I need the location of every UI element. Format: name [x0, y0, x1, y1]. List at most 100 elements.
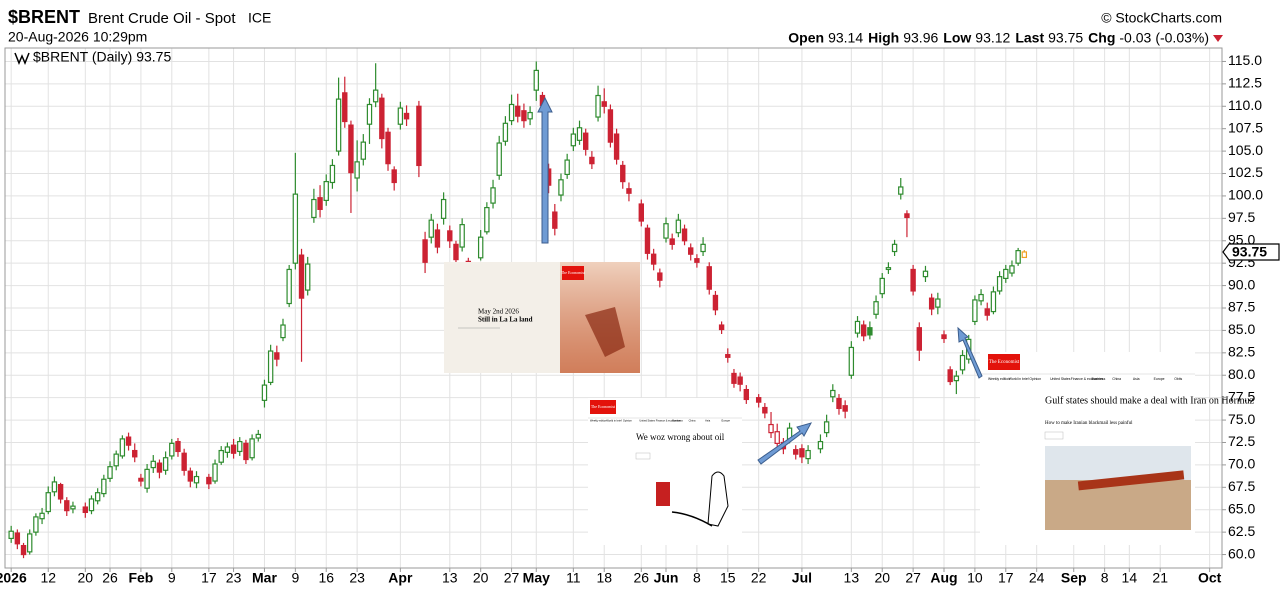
candle-body: [323, 180, 329, 202]
y-tick-label: 107.5: [1228, 119, 1263, 135]
x-tick-label: 17: [201, 570, 217, 586]
brand: The Economist: [989, 360, 1020, 365]
brand-logo: [590, 400, 616, 414]
nav-item: Finance & economics: [656, 419, 681, 423]
candle-body: [755, 397, 762, 403]
candle-body: [576, 127, 583, 141]
candle-body: [675, 219, 682, 234]
candle-body: [132, 449, 138, 458]
candle-body: [873, 301, 879, 315]
down-arrow-icon: [1213, 35, 1223, 42]
candle-body: [620, 164, 626, 183]
candle-body: [51, 481, 58, 493]
instrument-name: Brent Crude Oil - Spot: [88, 10, 236, 27]
candle-body: [799, 448, 805, 458]
candle-body: [996, 276, 1003, 292]
nav-item: Opinion: [623, 419, 632, 423]
candle-body: [990, 291, 997, 313]
y-tick-label: 90.0: [1228, 276, 1255, 292]
x-tick-label: 22: [751, 570, 767, 586]
candle-body: [823, 421, 830, 434]
candle-body: [842, 405, 848, 412]
brand: The Economist: [591, 404, 616, 409]
candle-body: [607, 109, 614, 143]
candle-body: [70, 505, 76, 510]
nav-item: World in brief: [606, 419, 622, 423]
x-tick-label: 11: [566, 570, 581, 586]
candle-body: [64, 500, 70, 512]
candle-body: [249, 438, 255, 459]
candle-body: [613, 133, 620, 160]
candle-body: [175, 440, 181, 453]
x-tick-label: 12: [40, 570, 56, 586]
candle-body: [601, 101, 607, 107]
candle-body: [737, 376, 743, 385]
candle-body: [212, 463, 218, 482]
y-tick-label: 115.0: [1228, 52, 1262, 68]
candle-body: [156, 462, 163, 473]
headline: Gulf states should make a deal with Iran…: [1045, 395, 1255, 406]
candle-body: [941, 334, 947, 340]
headline: We woz wrong about oil: [636, 432, 725, 442]
candle-body: [113, 453, 119, 467]
headline: Still in La La land: [478, 316, 533, 324]
quote-value: 93.12: [975, 30, 1010, 46]
arrow: [957, 326, 983, 379]
article-bg: [588, 398, 742, 545]
candle-body: [490, 187, 496, 204]
candle-body: [422, 239, 428, 263]
legend: $BRENT (Daily) 93.75: [33, 49, 171, 65]
candle-body: [959, 354, 966, 371]
x-tick-label: Apr: [388, 570, 413, 586]
candle-body: [496, 142, 502, 176]
candle-body: [218, 449, 224, 463]
quote-value: 93.96: [903, 30, 938, 46]
x-tick-label: Oct: [1198, 570, 1222, 586]
x-tick-label: 27: [504, 570, 520, 586]
candle-body: [317, 197, 323, 210]
candle-body: [718, 324, 725, 331]
candle-body: [286, 268, 292, 305]
candle-body: [867, 327, 873, 336]
economist-article-oil: The Economist Weekly edition World in bri…: [588, 398, 742, 545]
candle-body: [650, 253, 657, 265]
y-tick-label: 87.5: [1228, 299, 1255, 315]
quote-label: Low: [943, 30, 971, 46]
candle-body: [527, 111, 533, 120]
candle-body: [935, 298, 941, 308]
candle-body: [768, 423, 774, 434]
candle-body: [694, 258, 700, 263]
candle-body: [891, 243, 898, 253]
x-tick-label: Feb: [128, 570, 153, 586]
candle-body: [14, 532, 21, 545]
y-tick-label: 72.5: [1228, 433, 1255, 449]
x-tick-label: 9: [291, 570, 299, 586]
x-tick-label: Mar: [252, 570, 277, 586]
candle-body: [663, 223, 669, 239]
candle-body: [904, 213, 910, 219]
x-tick-label: 13: [844, 570, 860, 586]
candle-body: [817, 440, 824, 450]
x-tick-label: Aug: [930, 570, 957, 586]
x-tick-label: 20: [473, 570, 489, 586]
candle-body: [533, 69, 539, 91]
x-tick-label: 20: [874, 570, 890, 586]
candle-body: [706, 266, 712, 290]
candle-body: [366, 103, 373, 125]
candle-body: [45, 492, 51, 513]
y-tick-label: 67.5: [1228, 478, 1255, 494]
candle-body: [88, 498, 95, 512]
candle-body: [261, 384, 268, 401]
candle-body: [305, 263, 311, 291]
candle-body: [329, 164, 336, 184]
y-tick-label: 70.0: [1228, 456, 1255, 472]
symbol: $BRENT: [8, 7, 80, 27]
candle-body: [793, 449, 799, 455]
nav-item: Weekly edition: [590, 419, 607, 423]
candle-body: [477, 236, 484, 259]
nav-item: Finance & economics: [1071, 377, 1104, 381]
candle-body: [403, 112, 410, 120]
